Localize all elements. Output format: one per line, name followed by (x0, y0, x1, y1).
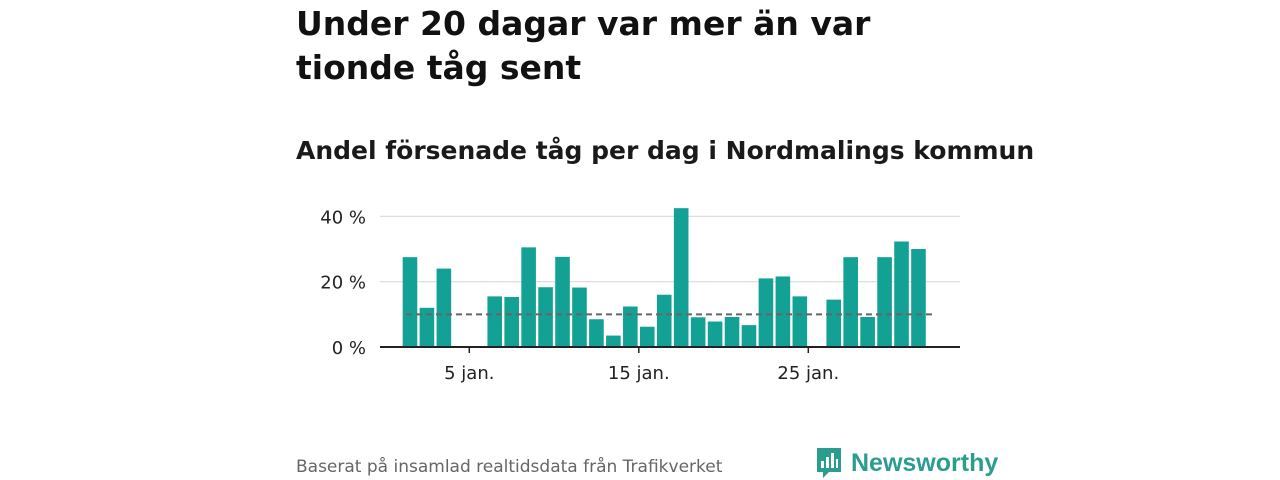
bar (639, 326, 655, 347)
bar (402, 257, 418, 347)
bar (690, 317, 706, 347)
bar (911, 249, 926, 347)
bar (656, 294, 672, 347)
bar (487, 296, 503, 347)
bar (843, 257, 858, 347)
newsworthy-logo-icon (817, 448, 841, 478)
chart-subtitle: Andel försenade tåg per dag i Nordmaling… (296, 136, 1035, 165)
x-tick-label: 15 jan. (608, 363, 670, 384)
y-tick-label: 0 % (332, 338, 366, 359)
bar (606, 335, 621, 347)
bar (877, 257, 892, 347)
bar (792, 296, 808, 347)
y-tick-label: 20 % (320, 273, 366, 294)
bar (758, 278, 774, 347)
bar (589, 319, 604, 347)
bar (623, 306, 638, 347)
bar (521, 247, 536, 347)
bar (707, 321, 723, 347)
newsworthy-logo-text: Newsworthy (851, 448, 999, 477)
bar (775, 276, 791, 347)
bar (572, 287, 587, 347)
bar (436, 268, 452, 347)
bar (860, 316, 875, 347)
bar (741, 325, 757, 347)
source-note: Baserat på insamlad realtidsdata från Tr… (296, 457, 723, 477)
bar (673, 208, 689, 347)
x-tick-label: 25 jan. (777, 363, 839, 384)
bar (894, 241, 909, 347)
bar (504, 297, 519, 347)
bar (538, 287, 553, 347)
y-tick-label: 40 % (320, 207, 366, 228)
chart-title: Under 20 dagar var mer än var tionde tåg… (296, 4, 871, 87)
bar (724, 316, 740, 347)
bar (826, 299, 842, 347)
bar (419, 307, 435, 347)
newsworthy-logo[interactable]: Newsworthy (815, 446, 998, 480)
x-tick-label: 5 jan. (444, 363, 494, 384)
bar (555, 256, 570, 347)
